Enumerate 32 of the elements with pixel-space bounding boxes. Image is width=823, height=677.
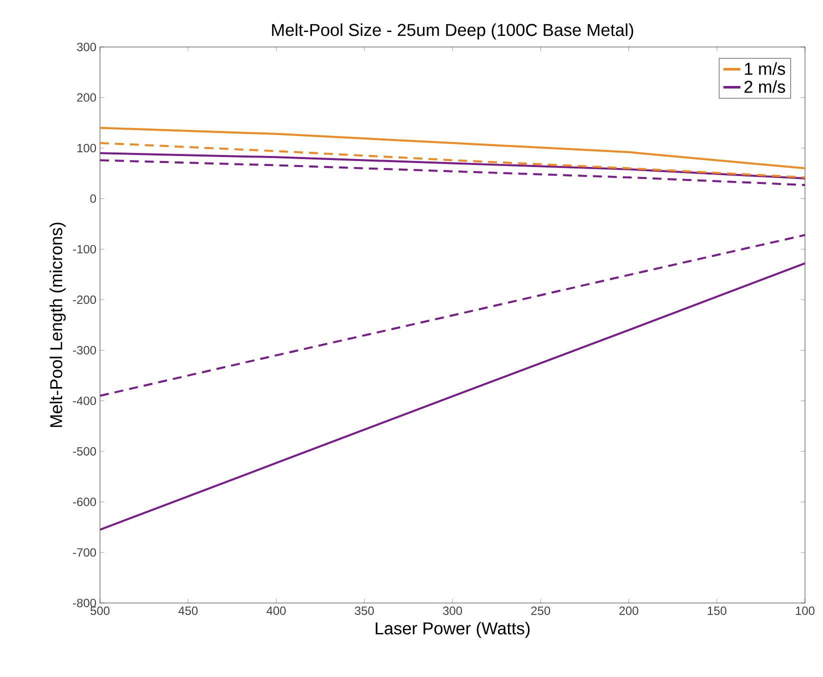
y-tick-label: -600 bbox=[73, 498, 96, 506]
line-series bbox=[100, 142, 805, 178]
line-series bbox=[100, 126, 805, 170]
line-series bbox=[100, 234, 805, 397]
y-tick-label: 200 bbox=[77, 93, 96, 102]
x-tick-label: 250 bbox=[531, 606, 550, 615]
y-tick-label: 100 bbox=[77, 144, 96, 152]
line-series bbox=[100, 159, 805, 186]
x-tick-label: 200 bbox=[619, 606, 638, 615]
y-tick-label: -100 bbox=[73, 244, 96, 254]
x-tick-label: 100 bbox=[796, 606, 815, 615]
y-tick-label: -500 bbox=[73, 447, 96, 456]
x-axis-title: Laser Power (Watts) bbox=[376, 622, 530, 638]
legend-label: 2 m/s bbox=[744, 80, 786, 93]
chart-title: Melt-Pool Size - 25um Deep (100C Base Metal) bbox=[272, 23, 634, 40]
legend-label: 1 m/s bbox=[744, 62, 786, 75]
y-tick-label: -800 bbox=[73, 598, 96, 608]
x-tick-label: 450 bbox=[178, 606, 198, 615]
x-tick-label: 500 bbox=[90, 606, 110, 615]
line-series bbox=[100, 262, 805, 531]
y-tick-label: -700 bbox=[73, 548, 96, 557]
line-series bbox=[100, 152, 805, 180]
y-tick-label: -400 bbox=[73, 396, 96, 406]
x-tick-label: 300 bbox=[442, 606, 462, 615]
y-tick-label: -300 bbox=[73, 346, 96, 354]
y-tick-label: 300 bbox=[76, 42, 96, 52]
y-tick-label: -200 bbox=[73, 295, 96, 304]
y-tick-label: 0 bbox=[90, 194, 96, 203]
y-axis-title: Melt-Pool Length (microns) bbox=[50, 222, 66, 427]
x-tick-label: 400 bbox=[266, 606, 286, 615]
x-tick-label: 350 bbox=[354, 606, 374, 615]
x-tick-label: 150 bbox=[708, 606, 726, 615]
